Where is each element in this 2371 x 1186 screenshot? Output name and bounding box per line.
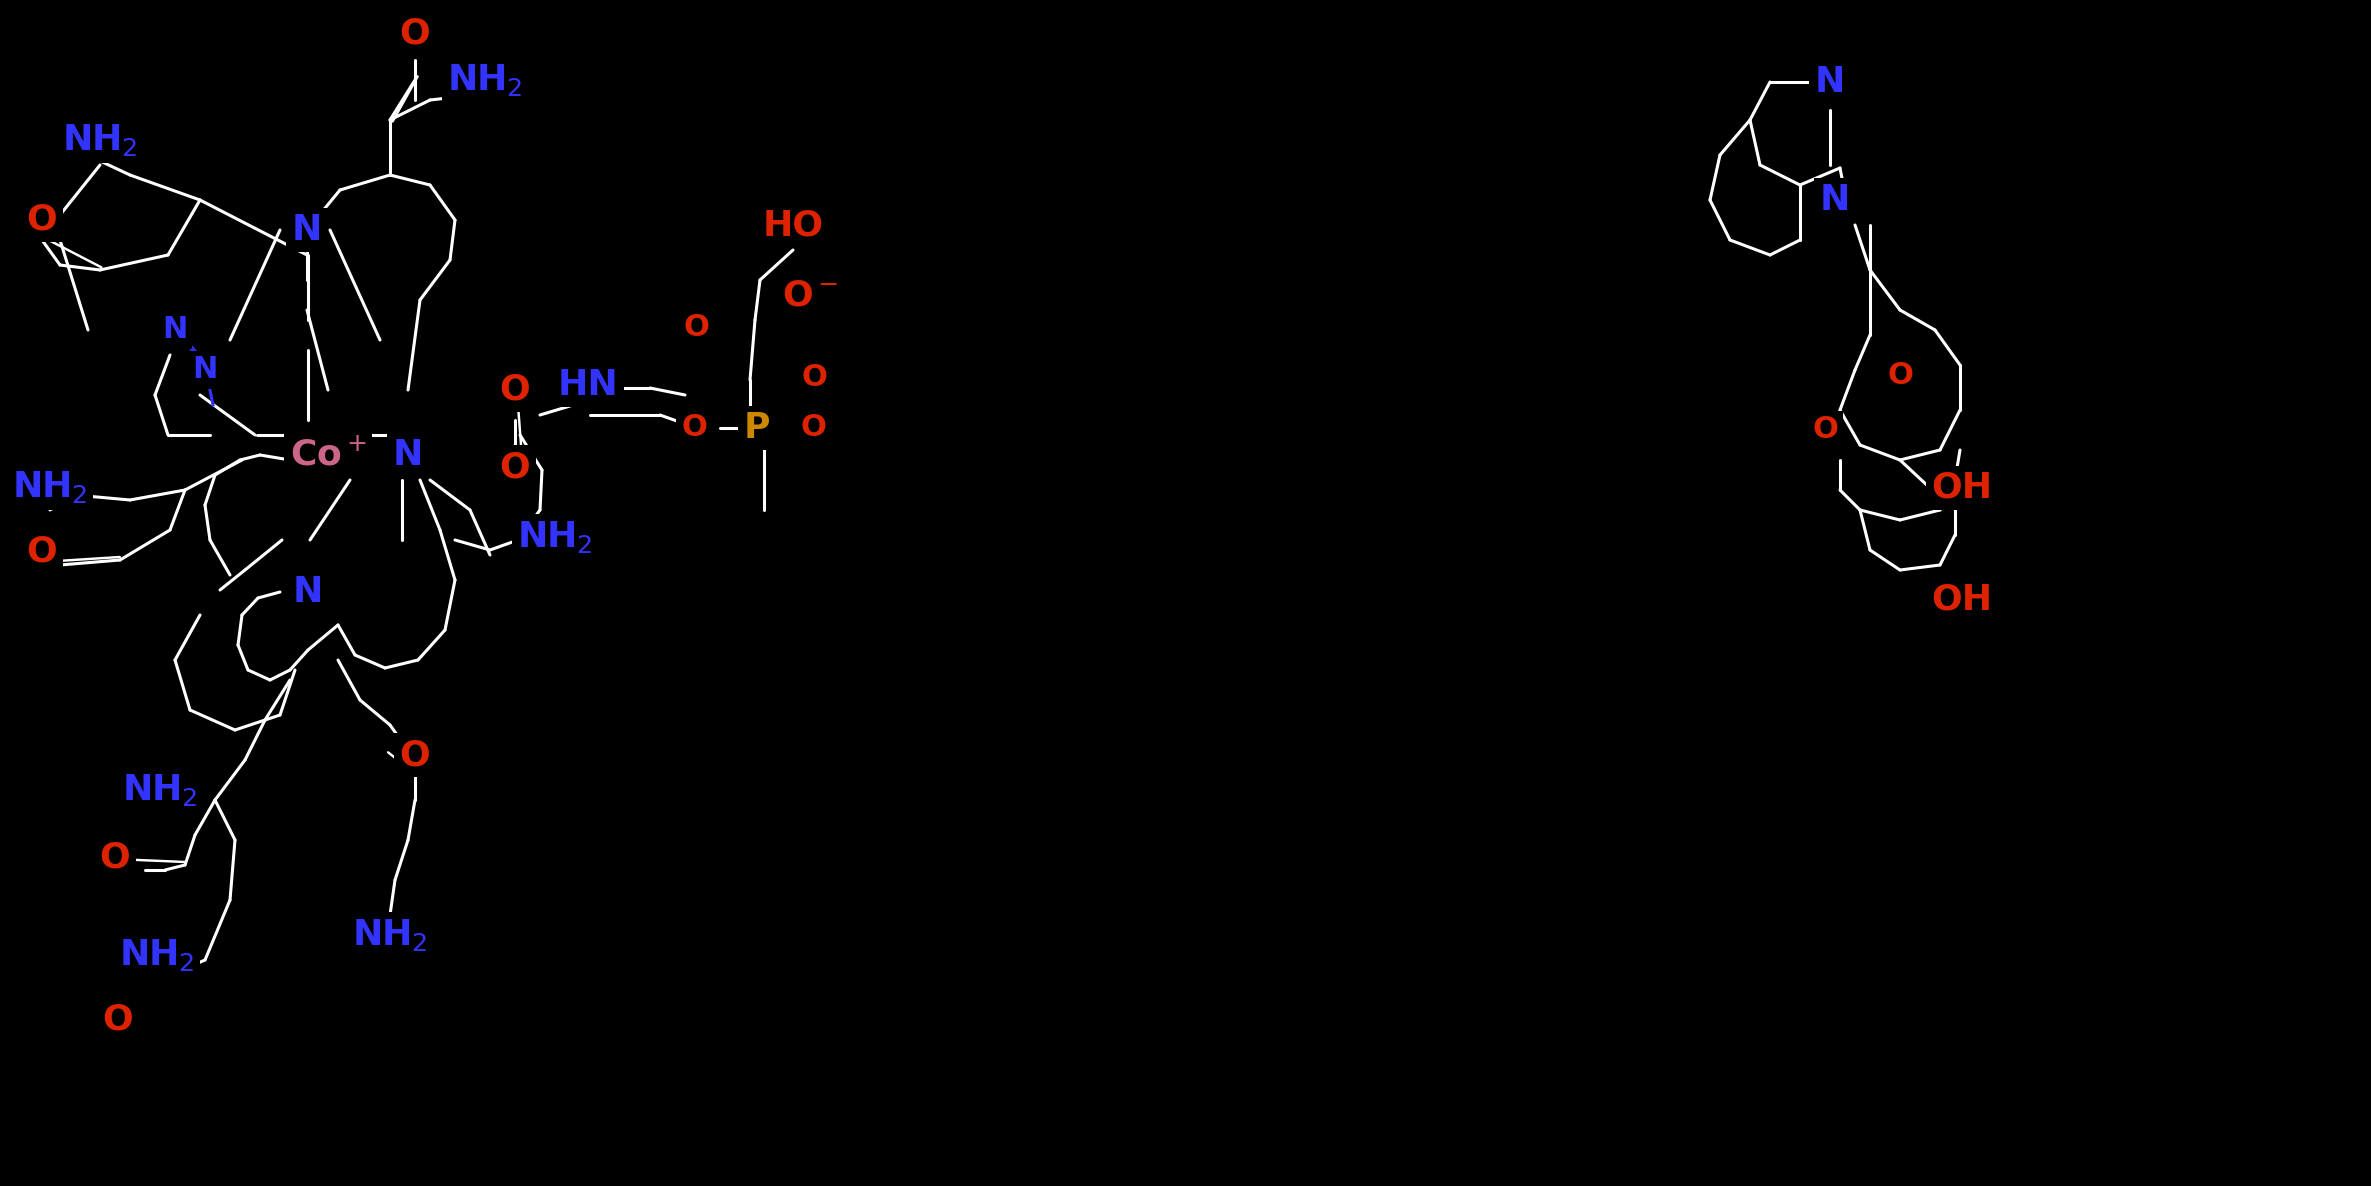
Text: HO: HO [763,208,823,242]
Text: N: N [192,356,218,384]
Text: NH$_2$: NH$_2$ [517,519,593,555]
Text: O: O [1811,415,1838,445]
Text: O: O [1887,361,1913,389]
Text: O: O [801,363,827,393]
Text: O: O [26,535,57,569]
Text: NH$_2$: NH$_2$ [62,122,138,158]
Text: N: N [161,315,187,344]
Text: O: O [799,414,825,442]
Text: HN: HN [557,368,619,402]
Text: NH$_2$: NH$_2$ [12,468,88,505]
Text: O: O [100,840,130,874]
Text: OH: OH [1932,471,1992,505]
Text: O: O [683,313,709,343]
Text: N: N [394,438,422,472]
Text: O: O [401,15,432,50]
Text: N: N [292,213,322,247]
Text: O$^-$: O$^-$ [782,278,839,312]
Text: NH$_2$: NH$_2$ [123,772,197,808]
Text: P: P [744,412,771,445]
Text: NH$_2$: NH$_2$ [119,937,194,973]
Text: O: O [26,203,57,237]
Text: O: O [102,1003,133,1037]
Text: N: N [1821,183,1849,217]
Text: OH: OH [1932,584,1992,617]
Text: O: O [680,414,707,442]
Text: NH$_2$: NH$_2$ [353,917,427,954]
Text: NH$_2$: NH$_2$ [448,62,522,98]
Text: O: O [401,738,432,772]
Text: O: O [500,374,531,407]
Text: N: N [292,575,322,608]
Text: O: O [500,449,531,484]
Text: N: N [1814,65,1845,98]
Text: Co$^+$: Co$^+$ [289,438,368,472]
